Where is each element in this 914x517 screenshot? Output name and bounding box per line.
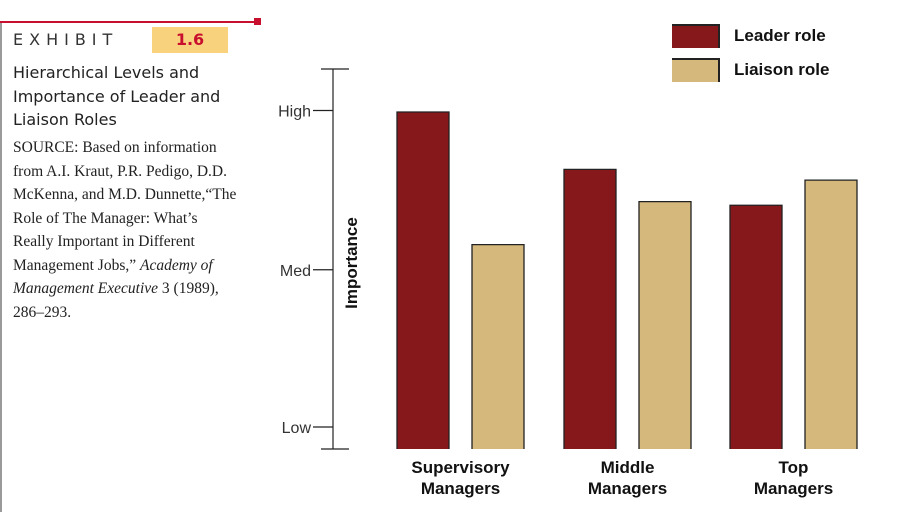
legend-item-liaison: Liaison role [672,58,912,84]
bar-liaison [472,244,524,449]
bar-leader [730,205,782,449]
x-category-label: Top [779,458,809,477]
bar-leader [397,112,449,450]
x-category-label: Managers [588,479,667,498]
bar-liaison [639,201,691,449]
exhibit-number-badge: 1.6 [152,27,228,53]
legend-label-leader: Leader role [734,26,826,45]
bar-outline-leader [396,111,450,449]
x-category-label: Middle [601,458,655,477]
bar-liaison [805,180,857,449]
x-category-label: Managers [754,479,833,498]
bar-outline-liaison [638,200,692,449]
exhibit-label: EXHIBIT [13,30,119,49]
left-rule [0,22,2,512]
source-journal: Academy of Management Executive [13,256,213,298]
y-tick-label: High [278,104,311,121]
bar-outline-liaison [804,179,858,449]
source-citation: 3 (1989), 286–293. [13,280,219,321]
bar-outline-leader [563,168,617,449]
x-category-label: Supervisory [411,458,510,477]
y-tick-label: Low [282,420,312,437]
bar-outline-liaison [471,244,525,449]
legend-item-leader: Leader role [672,24,912,50]
top-rule [0,21,258,23]
top-rule-marker [254,18,261,25]
exhibit-title: Hierarchical Levels and Importance of Le… [13,63,221,129]
bar-outline-leader [729,204,783,449]
legend-label-liaison: Liaison role [734,60,830,79]
source-text: SOURCE: Based on information from A.I. K… [13,139,237,274]
y-axis-title: Importance [342,217,361,309]
exhibit-source: SOURCE: Based on information from A.I. K… [13,136,238,324]
legend-swatch-liaison [672,58,720,82]
legend-swatch-leader [672,24,720,48]
bar-leader [564,169,616,449]
y-tick-label: Med [280,263,311,280]
x-category-label: Managers [421,479,500,498]
